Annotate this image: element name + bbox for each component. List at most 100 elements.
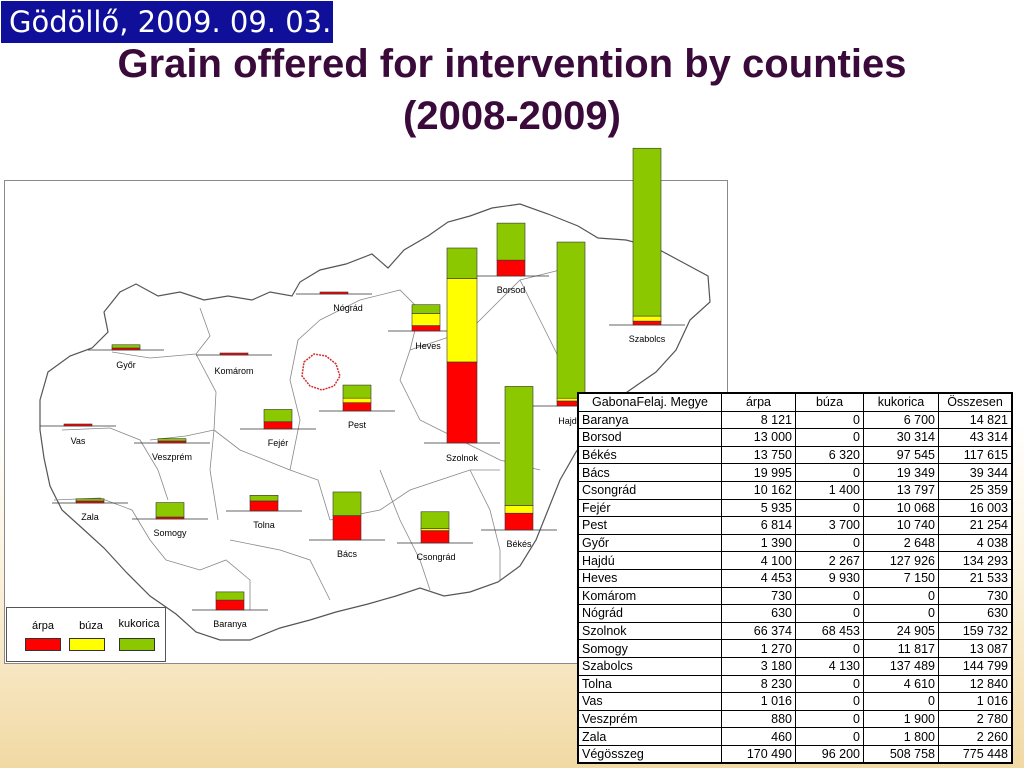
county-borders [53,269,581,610]
value-cell: 24 905 [863,621,939,641]
legend-swatch-arpa [25,638,61,651]
value-cell: 2 648 [863,533,939,553]
bar-segment-árpa [632,320,662,326]
value-cell: 6 700 [863,410,939,430]
county-data-table: GabonaFelaj. Megye árpa búza kukorica Ös… [577,392,1013,765]
value-cell: 144 799 [938,656,1013,676]
legend-label-arpa: árpa [31,620,55,632]
county-label: Veszprém [152,452,192,462]
value-cell: 4 038 [938,533,1013,553]
value-cell: 127 926 [863,551,939,570]
value-cell: 1 800 [863,727,939,746]
value-cell: 4 100 [721,551,796,570]
value-cell: 6 814 [721,516,796,535]
bar-segment-kukorica [75,498,105,502]
value-cell: 21 533 [938,568,1013,588]
value-cell: 134 293 [938,551,1013,570]
bar-segment-árpa [263,421,293,430]
hungary-outline [39,203,711,641]
value-cell: 10 740 [863,516,939,535]
bar-segment-árpa [342,402,372,412]
county-bar-Borsod: Borsod [473,222,549,295]
county-label: Szolnok [446,453,479,463]
county-name-cell: Csongrád [577,480,722,500]
bar-segment-kukorica [157,438,187,442]
value-cell: 0 [795,639,864,658]
bar-segment-kukorica [556,241,586,399]
county-bar-Győr: Győr [88,344,164,370]
county-name-cell: Nógrád [577,604,722,623]
bar-segment-búza [632,315,662,322]
value-cell: 12 840 [938,674,1013,694]
value-cell: 66 374 [721,621,796,641]
table-row: Komárom 730 0 0 730 [577,586,1013,606]
value-cell: 8 121 [721,410,796,430]
table-row: Szolnok 66 374 68 453 24 905 159 732 [577,621,1013,641]
county-label: Zala [81,512,99,522]
county-name-cell: Heves [577,568,722,588]
value-cell: 16 003 [938,498,1013,518]
county-name-cell: Veszprém [577,709,722,729]
county-label: Győr [116,360,136,370]
value-cell: 1 016 [721,692,796,711]
value-cell: 0 [863,692,939,711]
county-label: Heves [415,341,441,351]
value-cell: 21 254 [938,516,1013,535]
value-cell: 0 [795,533,864,553]
table-row: Hajdú 4 100 2 267 127 926 134 293 [577,551,1013,570]
county-name-cell: Vas [577,692,722,711]
value-cell: 170 490 [721,744,796,764]
value-cell: 13 797 [863,480,939,500]
value-cell: 460 [721,727,796,746]
value-cell: 13 000 [721,428,796,447]
bar-segment-kukorica [632,147,662,317]
value-cell: 0 [795,604,864,623]
bar-segment-búza [342,397,372,403]
table-row: Bács 19 995 0 19 349 39 344 [577,463,1013,482]
value-cell: 1 016 [938,692,1013,711]
value-cell: 11 817 [863,639,939,658]
county-label: Pest [348,420,367,430]
bars-layer: Győr Komárom Nógrád Heves Borsod Szabolcs Szol… [40,147,685,629]
county-bar-Bács: Bács [309,491,385,559]
budapest-outline [301,353,341,391]
county-label: Fejér [268,438,289,448]
county-label: Csongrád [416,552,455,562]
bar-segment-árpa [420,530,450,544]
legend-label-buza: búza [79,620,103,632]
table-row: Végösszeg 170 490 96 200 508 758 775 448 [577,744,1013,764]
county-name-cell: Hajdú [577,551,722,570]
table-row: Veszprém 880 0 1 900 2 780 [577,709,1013,729]
county-label: Szabolcs [629,334,666,344]
table-row: Heves 4 453 9 930 7 150 21 533 [577,568,1013,588]
value-cell: 5 935 [721,498,796,518]
value-cell: 25 359 [938,480,1013,500]
col-header: kukorica [863,392,939,412]
bar-segment-kukorica [446,247,478,279]
value-cell: 775 448 [938,744,1013,764]
value-cell: 7 150 [863,568,939,588]
bar-segment-kukorica [420,511,450,529]
bar-segment-árpa [446,361,478,444]
legend-label-kukorica: kukorica [118,618,160,630]
value-cell: 4 130 [795,656,864,676]
value-cell: 0 [795,410,864,430]
value-cell: 8 230 [721,674,796,694]
table-row: Baranya 8 121 0 6 700 14 821 [577,410,1013,430]
county-bar-Békés: Békés [481,386,557,549]
value-cell: 3 180 [721,656,796,676]
table-row: Győr 1 390 0 2 648 4 038 [577,533,1013,553]
county-name-cell: Pest [577,516,722,535]
bar-segment-kukorica [249,495,279,502]
county-label: Baranya [213,619,247,629]
bar-segment-búza [420,528,450,531]
table-row: Tolna 8 230 0 4 610 12 840 [577,674,1013,694]
county-bar-Szolnok: Szolnok [424,247,500,463]
bar-segment-kukorica [342,384,372,399]
county-name-cell: Borsod [577,428,722,447]
title-line-1: Grain offered for intervention by counti… [117,42,907,86]
county-name-cell: Szabolcs [577,656,722,676]
value-cell: 0 [795,498,864,518]
value-cell: 14 821 [938,410,1013,430]
table-row: Pest 6 814 3 700 10 740 21 254 [577,516,1013,535]
